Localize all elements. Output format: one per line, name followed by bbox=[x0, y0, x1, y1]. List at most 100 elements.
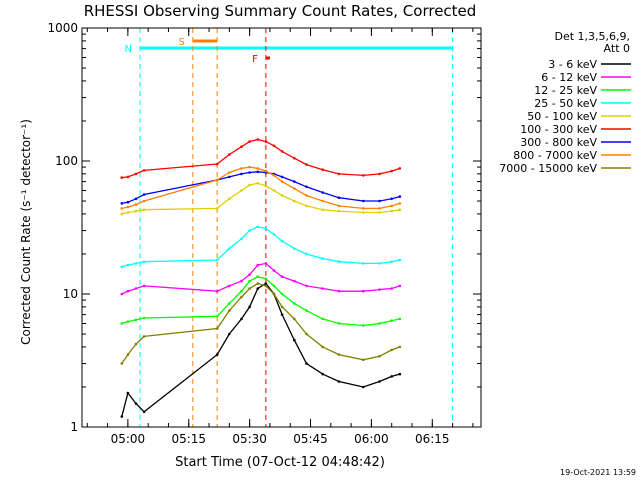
x-tick-label: 05:45 bbox=[293, 432, 328, 446]
data-point bbox=[398, 208, 402, 211]
series-line-0 bbox=[121, 282, 400, 417]
data-point bbox=[264, 140, 268, 143]
series-line-4 bbox=[121, 182, 400, 215]
x-axis-label: Start Time (07-Oct-12 04:48:42) bbox=[175, 455, 385, 470]
data-point bbox=[120, 415, 124, 418]
data-point bbox=[390, 319, 394, 323]
data-point bbox=[126, 320, 130, 323]
legend-header: Det 1,3,5,6,9, bbox=[554, 30, 630, 43]
data-point bbox=[264, 169, 268, 173]
data-point bbox=[280, 150, 284, 153]
series-lines bbox=[120, 138, 402, 418]
data-point bbox=[228, 302, 231, 305]
data-point bbox=[337, 380, 341, 383]
data-point bbox=[280, 239, 284, 243]
data-point bbox=[378, 355, 381, 358]
data-point bbox=[362, 207, 365, 210]
data-point bbox=[248, 229, 251, 232]
data-point bbox=[390, 209, 394, 213]
data-point bbox=[240, 167, 243, 170]
data-point bbox=[228, 284, 231, 288]
data-point bbox=[240, 145, 243, 148]
data-point bbox=[362, 289, 365, 293]
data-point bbox=[280, 175, 284, 179]
data-point bbox=[321, 168, 325, 171]
data-point bbox=[321, 287, 325, 290]
data-point bbox=[305, 194, 308, 197]
data-point bbox=[134, 318, 138, 322]
data-point bbox=[240, 172, 243, 176]
data-point bbox=[293, 187, 296, 190]
data-point bbox=[305, 204, 308, 208]
data-point bbox=[378, 380, 381, 383]
data-point bbox=[256, 287, 260, 290]
data-point bbox=[134, 209, 138, 213]
data-point bbox=[378, 199, 381, 203]
data-point bbox=[134, 287, 138, 290]
data-point bbox=[362, 358, 365, 362]
data-point bbox=[293, 156, 296, 160]
data-point bbox=[293, 279, 296, 283]
data-point bbox=[264, 282, 268, 285]
data-point bbox=[362, 199, 365, 203]
data-point bbox=[337, 204, 341, 208]
data-point bbox=[215, 258, 219, 262]
data-point bbox=[240, 189, 243, 192]
data-point bbox=[228, 309, 231, 312]
data-point bbox=[248, 140, 251, 143]
legend-label: 7000 - 15000 keV bbox=[499, 162, 597, 175]
data-point bbox=[264, 277, 268, 281]
data-point bbox=[142, 316, 146, 320]
data-point bbox=[256, 263, 260, 267]
data-point bbox=[126, 211, 130, 214]
data-point bbox=[248, 183, 251, 187]
data-point bbox=[398, 258, 402, 262]
legend-label: 50 - 100 keV bbox=[527, 110, 597, 123]
data-point bbox=[272, 292, 276, 296]
data-point bbox=[305, 185, 308, 189]
data-point bbox=[272, 144, 276, 148]
data-point bbox=[228, 197, 231, 201]
series-line-7 bbox=[121, 166, 400, 210]
data-point bbox=[272, 233, 276, 236]
data-point bbox=[215, 327, 219, 330]
data-point bbox=[321, 345, 325, 349]
y-axis-label: Corrected Count Rate (s⁻¹ detector⁻¹) bbox=[19, 119, 33, 345]
data-point bbox=[120, 265, 124, 269]
data-point bbox=[398, 167, 402, 170]
data-point bbox=[321, 372, 325, 376]
flag-label-N: N bbox=[125, 44, 132, 55]
data-point bbox=[126, 200, 130, 204]
data-point bbox=[142, 208, 146, 211]
data-point bbox=[398, 284, 402, 288]
data-point bbox=[280, 275, 284, 279]
data-point bbox=[256, 167, 260, 170]
data-point bbox=[337, 289, 341, 293]
data-point bbox=[337, 172, 341, 176]
data-point bbox=[362, 174, 365, 177]
data-point bbox=[264, 227, 268, 230]
data-point bbox=[272, 284, 276, 288]
x-axis: 05:00 05:15 05:30 05:45 06:00 06:15 bbox=[86, 28, 474, 446]
data-point bbox=[248, 171, 251, 174]
data-point bbox=[378, 211, 381, 214]
data-point bbox=[390, 197, 394, 201]
y-axis: 1 10 100 1000 bbox=[47, 21, 481, 434]
data-point bbox=[126, 263, 130, 267]
data-point bbox=[120, 207, 124, 210]
data-point bbox=[293, 180, 296, 183]
data-point bbox=[305, 163, 308, 166]
data-point bbox=[390, 287, 394, 290]
legend-label: 25 - 50 keV bbox=[534, 97, 597, 110]
data-point bbox=[120, 212, 124, 216]
series-line-1 bbox=[121, 262, 400, 295]
data-point bbox=[293, 302, 296, 305]
data-point bbox=[126, 289, 130, 293]
data-point bbox=[264, 262, 268, 265]
data-point bbox=[272, 269, 276, 272]
x-tick-label: 06:15 bbox=[415, 432, 450, 446]
data-point bbox=[120, 176, 124, 179]
data-point bbox=[256, 275, 260, 279]
data-point bbox=[228, 153, 231, 156]
